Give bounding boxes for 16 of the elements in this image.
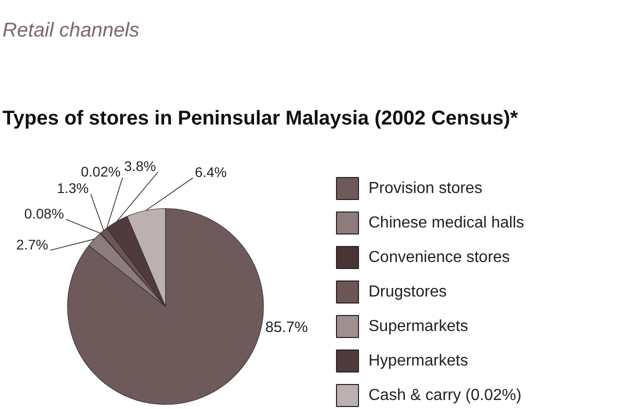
legend-label: Chinese medical halls <box>368 214 524 232</box>
legend-label: Hypermarkets <box>368 352 468 370</box>
legend-label: Supermarkets <box>368 318 468 335</box>
chart-subtitle: Retail channels <box>2 20 140 42</box>
legend-label: Drugstores <box>368 284 447 300</box>
chart-title: Types of stores in Peninsular Malaysia (2002 Census)* <box>2 108 518 130</box>
data-label: 1.3% <box>56 180 89 196</box>
legend-label: Provision stores <box>368 180 482 197</box>
legend-label: Convenience stores <box>368 249 510 266</box>
data-label: 0.08% <box>24 205 64 222</box>
data-label: 2.7% <box>16 236 48 252</box>
data-label: 3.8% <box>124 158 156 174</box>
data-label: 6.4% <box>194 164 227 180</box>
data-label: 0.02% <box>80 163 121 180</box>
legend-label: Cash & carry (0.02%) <box>368 387 522 404</box>
data-label: 85.7% <box>265 319 308 336</box>
